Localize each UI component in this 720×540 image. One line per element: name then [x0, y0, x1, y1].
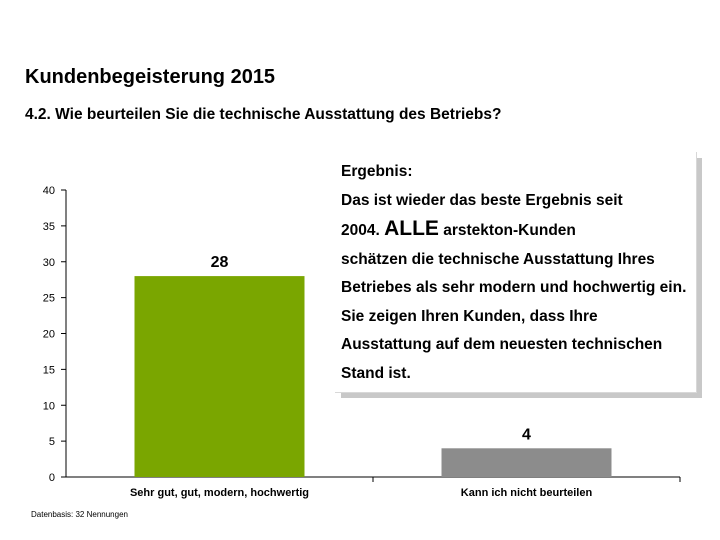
data-basis-note: Datenbasis: 32 Nennungen: [31, 510, 128, 519]
callout-line-2: 2004. ALLE arstekton-Kunden: [341, 215, 691, 246]
callout-line-2-end: arstekton-Kunden: [443, 222, 576, 239]
callout-emphasis: ALLE: [384, 217, 439, 240]
bar-data-label: 4: [522, 426, 531, 443]
x-category-label: Kann ich nicht beurteilen: [461, 487, 593, 499]
callout-body: schätzen die technische Ausstattung Ihre…: [341, 250, 687, 382]
y-tick-label: 15: [43, 364, 55, 376]
y-tick-label: 20: [43, 329, 55, 341]
y-tick-label: 35: [43, 221, 55, 233]
bar: [441, 448, 612, 477]
question-subtitle: 4.2. Wie beurteilen Sie die technische A…: [25, 106, 502, 123]
bar: [134, 276, 305, 477]
result-callout: Ergebnis: Das ist wieder das beste Ergeb…: [335, 152, 697, 393]
y-tick-label: 5: [49, 436, 55, 448]
y-tick-label: 40: [43, 185, 55, 197]
page-title: Kundenbegeisterung 2015: [25, 66, 276, 88]
callout-line-1: Das ist wieder das beste Ergebnis seit: [341, 191, 623, 209]
y-tick-label: 10: [43, 400, 55, 412]
callout-year: 2004.: [341, 222, 380, 239]
bar-data-label: 28: [211, 254, 229, 271]
y-tick-label: 0: [49, 472, 55, 484]
x-category-label: Sehr gut, gut, modern, hochwertig: [130, 487, 309, 499]
y-tick-label: 30: [43, 257, 55, 269]
y-tick-label: 25: [43, 293, 55, 305]
callout-heading: Ergebnis:: [341, 163, 413, 180]
